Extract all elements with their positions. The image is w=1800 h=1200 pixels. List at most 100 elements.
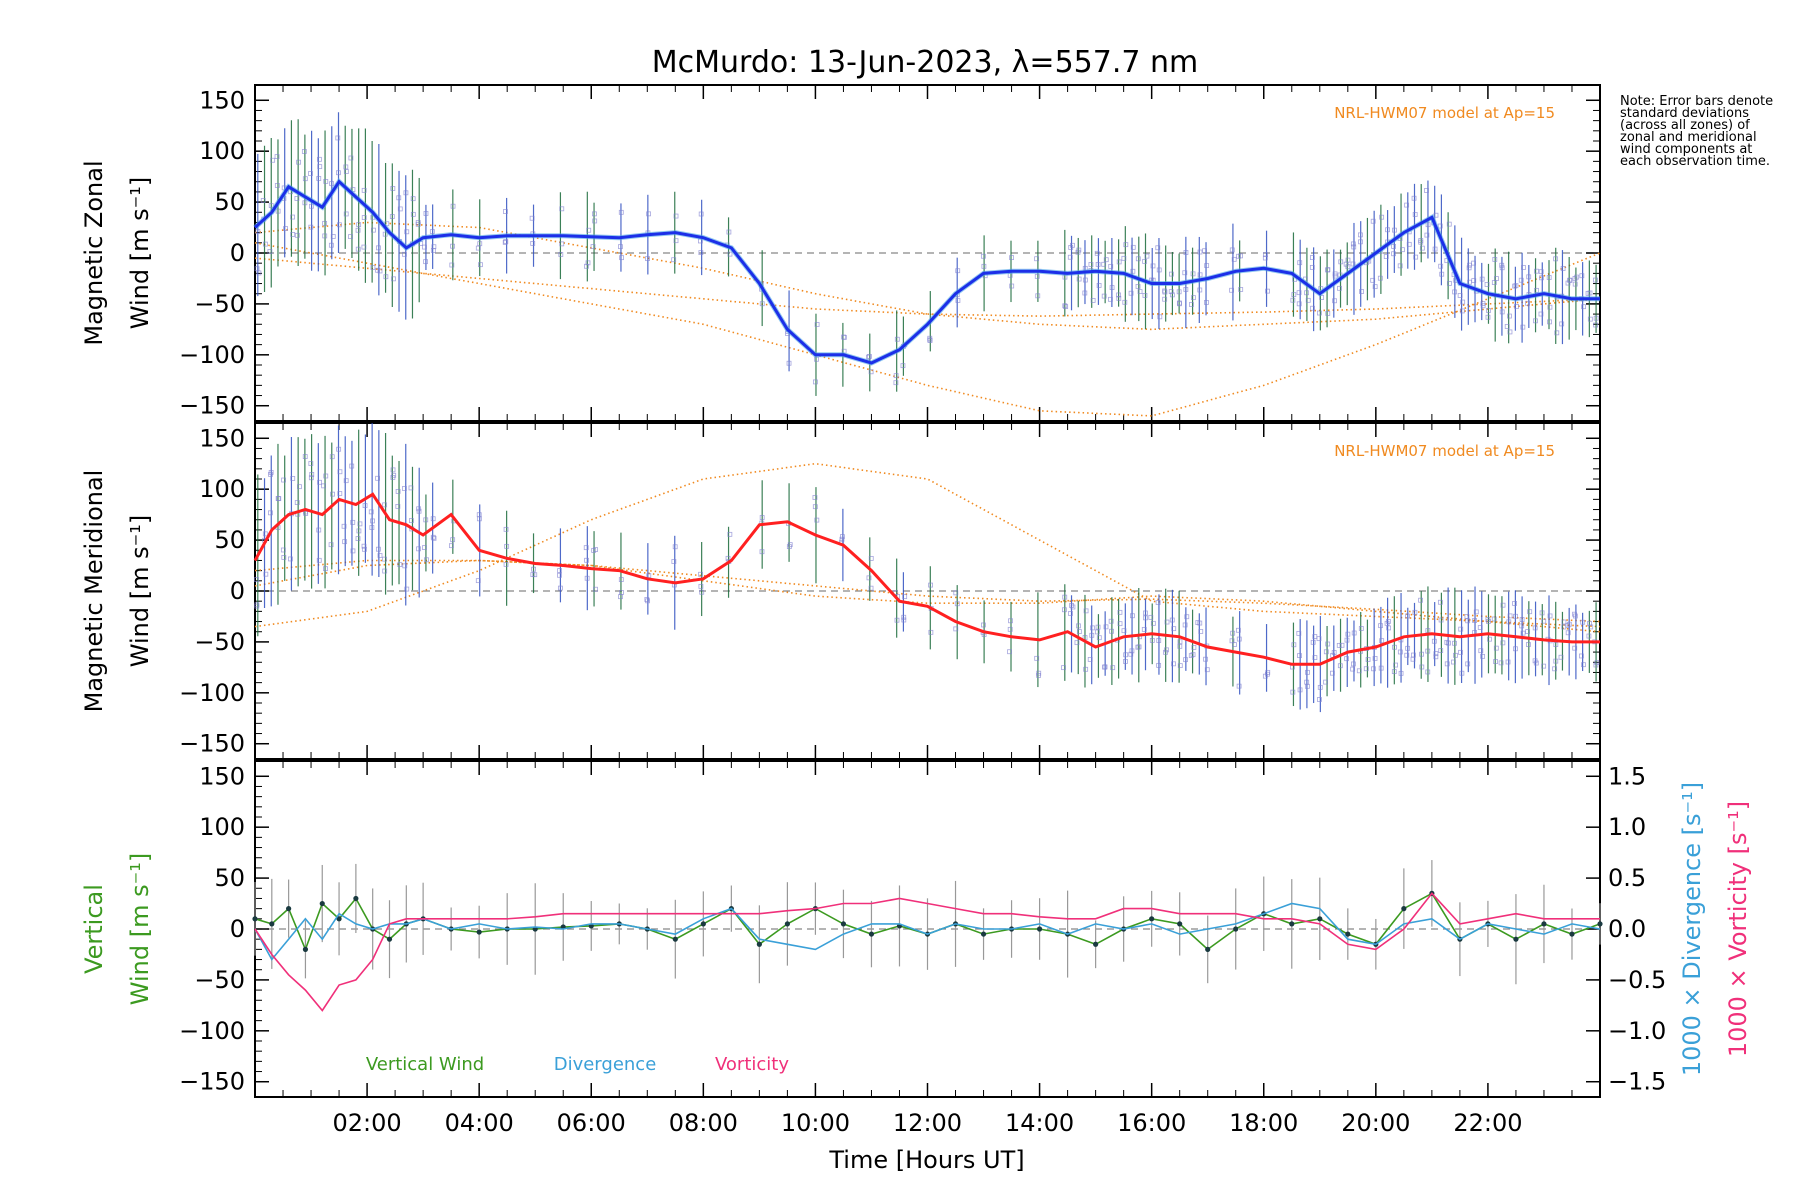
zone-point bbox=[1343, 261, 1349, 267]
model-curve bbox=[254, 221, 1601, 331]
vertical-wind-point bbox=[1345, 931, 1351, 937]
zone-point bbox=[1076, 623, 1081, 629]
zone-point bbox=[1541, 663, 1547, 669]
zone-point bbox=[503, 526, 509, 532]
y-tick-label: −50 bbox=[194, 290, 245, 318]
zone-point bbox=[1069, 603, 1074, 608]
zone-point bbox=[1177, 643, 1183, 649]
zone-point bbox=[350, 548, 356, 554]
zone-point bbox=[1391, 251, 1396, 257]
zone-point bbox=[1164, 619, 1170, 625]
zone-point bbox=[1350, 241, 1356, 247]
vertical-wind-point bbox=[1597, 921, 1603, 927]
zone-point bbox=[1183, 657, 1188, 663]
zone-point bbox=[336, 222, 342, 228]
zone-point bbox=[645, 598, 651, 604]
zone-point bbox=[317, 479, 322, 485]
zone-point bbox=[1438, 648, 1444, 653]
zone-point bbox=[583, 545, 589, 551]
zone-point bbox=[1411, 652, 1416, 658]
zone-point bbox=[1197, 272, 1203, 278]
error-bar-note: Note: Error bars denote standard deviati… bbox=[1620, 94, 1774, 169]
zone-point bbox=[1074, 640, 1080, 646]
zone-point bbox=[294, 500, 300, 505]
right-y-tick-label: −1.5 bbox=[1608, 1068, 1666, 1096]
zone-point bbox=[618, 577, 624, 582]
zone-point bbox=[1457, 293, 1463, 298]
zone-point bbox=[375, 267, 380, 273]
zone-point bbox=[529, 215, 535, 221]
zone-point bbox=[1137, 289, 1143, 294]
zone-point bbox=[1484, 282, 1490, 287]
zone-point bbox=[1231, 256, 1237, 262]
zone-point bbox=[927, 338, 933, 343]
zone-point bbox=[812, 495, 818, 500]
zone-point bbox=[1446, 281, 1452, 286]
zone-point bbox=[1344, 656, 1350, 662]
zone-point bbox=[1404, 652, 1410, 658]
zone-point bbox=[1076, 629, 1082, 634]
zone-point bbox=[422, 244, 427, 250]
zone-point bbox=[296, 159, 302, 165]
zone-point bbox=[1009, 283, 1015, 289]
zone-point bbox=[1520, 630, 1526, 636]
vertical-wind-point bbox=[336, 916, 342, 922]
zone-point bbox=[1164, 647, 1169, 653]
zone-point bbox=[1339, 642, 1345, 648]
zone-point bbox=[1082, 290, 1088, 296]
zone-point bbox=[530, 241, 536, 246]
zone-point bbox=[1419, 664, 1425, 670]
y-tick-label: −150 bbox=[179, 392, 245, 420]
zone-point bbox=[1412, 212, 1418, 217]
zone-point bbox=[1491, 616, 1497, 622]
zone-point bbox=[955, 298, 961, 303]
zone-point bbox=[1572, 613, 1578, 619]
zone-point bbox=[1141, 626, 1147, 632]
zone-point bbox=[1405, 645, 1411, 651]
zone-point bbox=[1116, 292, 1121, 298]
zone-point bbox=[1383, 254, 1389, 259]
zone-point bbox=[361, 215, 367, 220]
zone-point bbox=[1309, 264, 1315, 270]
zone-point bbox=[1109, 285, 1115, 290]
zone-point bbox=[557, 585, 563, 591]
zone-point bbox=[1493, 645, 1499, 651]
zone-point bbox=[786, 360, 792, 366]
zone-point bbox=[1316, 636, 1322, 642]
zone-point bbox=[698, 571, 703, 577]
zone-point bbox=[558, 252, 564, 257]
zone-point bbox=[1290, 297, 1296, 303]
zone-point bbox=[698, 583, 704, 589]
zone-point bbox=[302, 176, 308, 182]
vertical-ylabel-line2: Wind [m s⁻¹] bbox=[126, 853, 154, 1005]
zone-point bbox=[1117, 621, 1123, 627]
x-tick-label: 10:00 bbox=[781, 1109, 850, 1137]
y-tick-label: 150 bbox=[199, 86, 245, 114]
zone-point bbox=[1083, 608, 1089, 614]
zone-point bbox=[759, 301, 765, 307]
zone-point bbox=[1067, 254, 1073, 260]
zone-point bbox=[316, 176, 322, 181]
y-tick-label: −150 bbox=[179, 730, 245, 758]
zone-point bbox=[283, 226, 288, 231]
zone-point bbox=[1492, 256, 1498, 262]
zone-point bbox=[404, 229, 410, 235]
zone-point bbox=[1465, 618, 1471, 624]
zone-point bbox=[270, 157, 276, 163]
zone-point bbox=[1087, 656, 1093, 662]
zone-point bbox=[1095, 624, 1101, 630]
zone-point bbox=[389, 214, 395, 219]
zone-point bbox=[1444, 639, 1450, 645]
zone-point bbox=[901, 617, 907, 623]
zone-point bbox=[1371, 666, 1376, 672]
zone-point bbox=[301, 149, 307, 154]
zone-point bbox=[671, 559, 677, 564]
x-tick-label: 06:00 bbox=[557, 1109, 626, 1137]
zone-point bbox=[1451, 659, 1456, 665]
zone-point bbox=[1534, 287, 1539, 293]
zone-point bbox=[1404, 202, 1410, 208]
zone-point bbox=[1565, 630, 1571, 636]
vertical-wind-point bbox=[980, 931, 987, 937]
zone-point bbox=[1156, 662, 1162, 668]
zone-point bbox=[1567, 277, 1573, 283]
